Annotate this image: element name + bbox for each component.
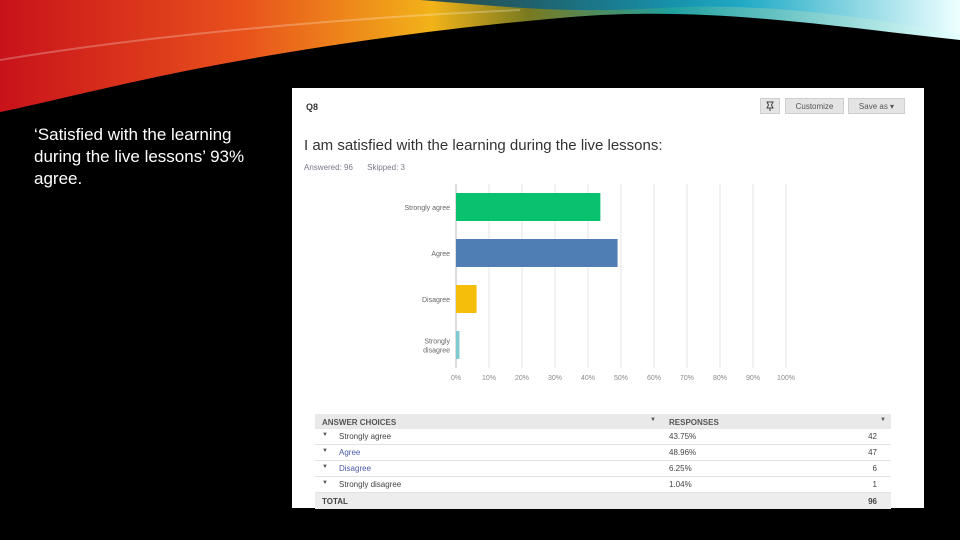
x-tick-label: 50%: [614, 375, 628, 382]
bar-agree[interactable]: [456, 239, 618, 267]
header-answer-choices[interactable]: ANSWER CHOICES: [322, 418, 397, 427]
row-choice[interactable]: Agree: [339, 448, 361, 457]
expand-row-icon[interactable]: ▼: [322, 464, 328, 470]
table-total-row: TOTAL 96: [315, 493, 891, 509]
row-count: 47: [868, 448, 877, 457]
table-row: ▼ Strongly agree 43.75% 42: [315, 429, 891, 445]
total-label: TOTAL: [322, 497, 348, 506]
customize-button[interactable]: Customize: [785, 98, 844, 114]
row-percent: 48.96%: [669, 448, 697, 457]
question-number: Q8: [306, 102, 319, 112]
pin-icon: [766, 101, 774, 111]
category-label: Strongly disagree: [423, 339, 450, 355]
question-title: I am satisfied with the learning during …: [304, 137, 663, 154]
answer-table: ANSWER CHOICES ▼ RESPONSES ▼ ▼ Strongly …: [315, 414, 891, 509]
category-label: Strongly agree: [404, 205, 450, 212]
bar-chart: 0% 10% 20% 30% 40% 50% 60% 70% 80% 90% 100% Strongl…: [404, 184, 795, 382]
expand-row-icon[interactable]: ▼: [322, 448, 328, 454]
header-responses[interactable]: RESPONSES: [669, 418, 719, 427]
row-percent: 43.75%: [669, 432, 697, 441]
expand-row-icon[interactable]: ▼: [322, 432, 328, 438]
x-tick-label: 10%: [482, 375, 496, 382]
table-row: ▼ Strongly disagree 1.04% 1: [315, 477, 891, 493]
row-count: 6: [872, 464, 877, 473]
save-as-button[interactable]: Save as ▾: [848, 98, 905, 114]
table-row: ▼ Disagree 6.25% 6: [315, 461, 891, 477]
category-label: Disagree: [422, 297, 450, 304]
sort-choices-icon[interactable]: ▼: [650, 417, 656, 423]
survey-result-panel: Q8 Customize Save as ▾ I am satisfied wi…: [292, 88, 924, 509]
total-value: 96: [868, 497, 877, 506]
decorative-swoosh: [0, 0, 960, 112]
answered-count: Answered: 96: [304, 163, 353, 172]
row-choice: Strongly disagree: [339, 480, 402, 489]
response-stats: Answered: 96 Skipped: 3: [304, 163, 417, 172]
table-header: ANSWER CHOICES ▼ RESPONSES ▼: [315, 414, 891, 429]
expand-row-icon[interactable]: ▼: [322, 480, 328, 486]
x-tick-label: 100%: [777, 375, 795, 382]
row-count: 1: [872, 480, 877, 489]
sort-responses-icon[interactable]: ▼: [880, 417, 886, 423]
bar-strongly-disagree[interactable]: [456, 331, 460, 359]
row-count: 42: [868, 432, 877, 441]
table-row: ▼ Agree 48.96% 47: [315, 445, 891, 461]
x-tick-label: 90%: [746, 375, 760, 382]
x-tick-label: 30%: [548, 375, 562, 382]
x-tick-label: 80%: [713, 375, 727, 382]
x-tick-label: 0%: [451, 375, 461, 382]
x-tick-label: 70%: [680, 375, 694, 382]
pin-button[interactable]: [760, 98, 780, 114]
row-percent: 1.04%: [669, 480, 692, 489]
row-choice: Strongly agree: [339, 432, 392, 441]
category-label: Agree: [431, 251, 450, 258]
x-tick-label: 20%: [515, 375, 529, 382]
row-choice[interactable]: Disagree: [339, 464, 372, 473]
bar-strongly-agree[interactable]: [456, 193, 601, 221]
x-tick-label: 40%: [581, 375, 595, 382]
skipped-count: Skipped: 3: [367, 163, 405, 172]
row-percent: 6.25%: [669, 464, 692, 473]
bar-disagree[interactable]: [456, 285, 477, 313]
slide-caption: ‘Satisfied with the learning during the …: [34, 125, 245, 188]
x-tick-label: 60%: [647, 375, 661, 382]
